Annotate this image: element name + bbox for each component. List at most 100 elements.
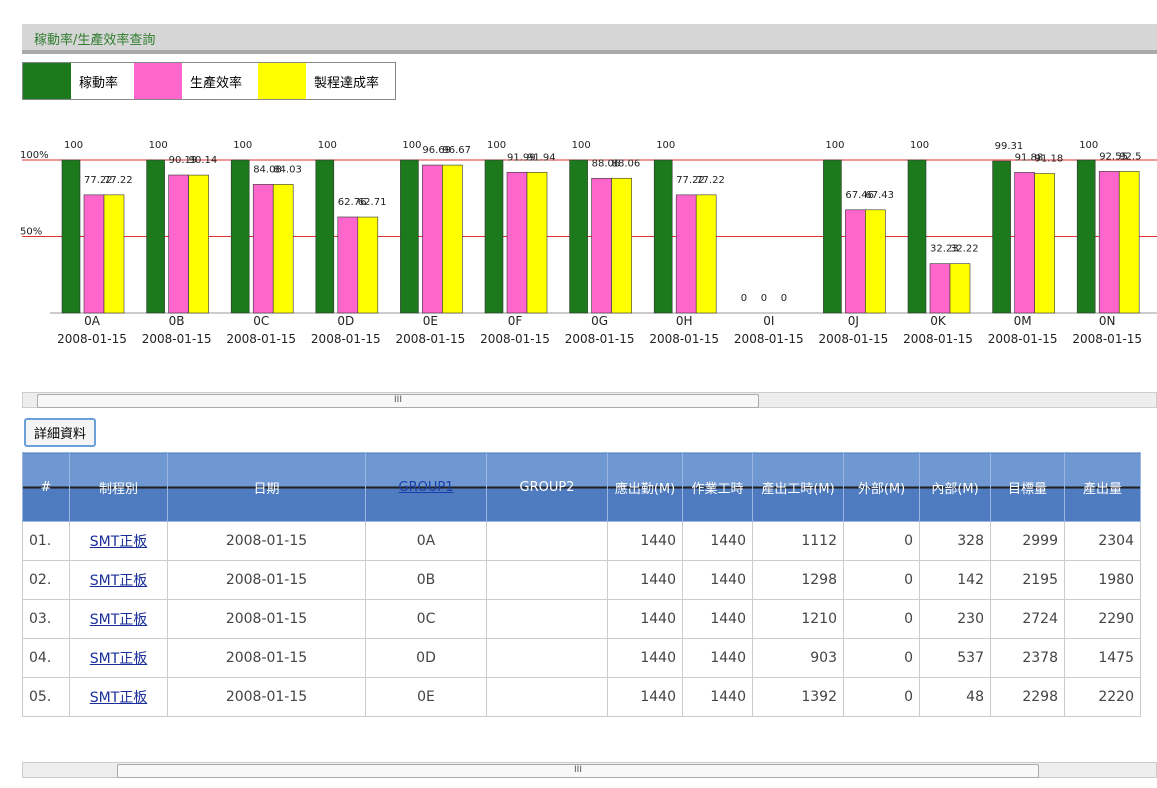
value-label: 100 xyxy=(572,140,591,151)
bar xyxy=(929,263,951,314)
cell: 0D xyxy=(365,638,487,678)
scroll-thumb[interactable]: III xyxy=(37,394,759,408)
process-link[interactable]: SMT正板 xyxy=(89,534,148,550)
details-button[interactable]: 詳細資料 xyxy=(24,418,97,447)
cell: 0A xyxy=(365,521,487,561)
cell: SMT正板 xyxy=(69,638,168,678)
value-label: 90.14 xyxy=(189,155,218,166)
cell: 02. xyxy=(22,560,70,600)
bar xyxy=(337,216,359,314)
cell: 1298 xyxy=(752,560,844,600)
x-tick-label: 0I xyxy=(763,314,774,328)
cell: 0C xyxy=(365,599,487,639)
x-tick-date: 2008-01-15 xyxy=(1072,332,1142,346)
cell: 1440 xyxy=(607,560,683,600)
value-label: 84.03 xyxy=(273,164,302,175)
cell: 0 xyxy=(843,599,920,639)
empty-cell xyxy=(486,560,608,600)
bar xyxy=(315,159,335,314)
cell: 328 xyxy=(919,521,991,561)
column-header: 應出勤(M) xyxy=(607,452,683,522)
cell: 230 xyxy=(919,599,991,639)
cell: 0B xyxy=(365,560,487,600)
bar xyxy=(865,209,886,314)
bar xyxy=(1076,159,1096,314)
bar xyxy=(1098,171,1120,314)
column-header: 產出工時(M) xyxy=(752,452,844,522)
legend-swatch xyxy=(134,63,183,99)
cell: 0 xyxy=(843,521,920,561)
cell: 1440 xyxy=(682,677,753,717)
bar xyxy=(675,194,697,314)
value-label: 62.76 xyxy=(338,197,367,208)
value-label: 91.99 xyxy=(507,152,536,163)
bar xyxy=(526,172,548,314)
bar xyxy=(442,164,463,314)
value-label: 100 xyxy=(487,140,506,151)
cell: 1440 xyxy=(682,638,753,678)
cell: 142 xyxy=(919,560,991,600)
value-label: 100 xyxy=(1079,140,1098,151)
column-header: # xyxy=(22,452,70,522)
cell: 1440 xyxy=(607,638,683,678)
process-link[interactable]: SMT正板 xyxy=(89,651,148,667)
cell: 1440 xyxy=(682,560,753,600)
value-label: 0 xyxy=(781,293,787,304)
cell: 03. xyxy=(22,599,70,639)
cell: 0E xyxy=(365,677,487,717)
scrollbar[interactable]: III xyxy=(22,392,1157,408)
table-row: 02. SMT正板 2008-01-15 0B 1440 1440 1298 0 142 2195… xyxy=(22,560,1141,600)
value-label: 100 xyxy=(64,140,83,151)
cell: 2008-01-15 xyxy=(167,521,366,561)
bar xyxy=(230,159,250,314)
x-tick-label: 0G xyxy=(591,314,608,328)
cell: 48 xyxy=(919,677,991,717)
cell: 1440 xyxy=(607,677,683,717)
x-tick-label: 0A xyxy=(84,314,101,328)
x-tick-label: 0K xyxy=(930,314,947,328)
column-header: 作業工時 xyxy=(682,452,753,522)
cell: 01. xyxy=(22,521,70,561)
cell: 04. xyxy=(22,638,70,678)
bar xyxy=(357,216,379,314)
bar xyxy=(83,194,105,314)
value-label: 84.08 xyxy=(253,164,282,175)
value-label: 100 xyxy=(318,140,337,151)
bar xyxy=(400,159,419,314)
value-label: 67.46 xyxy=(845,190,874,201)
bar xyxy=(653,159,673,314)
cell: 2378 xyxy=(990,638,1065,678)
cell: 2290 xyxy=(1064,599,1141,639)
cell: 2724 xyxy=(990,599,1065,639)
column-header[interactable]: GROUP1 xyxy=(365,452,487,522)
bar xyxy=(1014,172,1035,314)
x-tick-date: 2008-01-15 xyxy=(565,332,635,346)
process-link[interactable]: SMT正板 xyxy=(89,690,148,706)
value-label: 96.69 xyxy=(422,145,451,156)
x-tick-label: 0D xyxy=(337,314,354,328)
bar xyxy=(484,159,504,314)
process-link[interactable]: SMT正板 xyxy=(89,573,148,589)
bar xyxy=(422,164,443,314)
bar xyxy=(695,194,717,314)
value-label: 32.22 xyxy=(950,244,979,255)
bar xyxy=(168,174,189,314)
cell: 05. xyxy=(22,677,70,717)
x-tick-label: 0J xyxy=(848,314,859,328)
legend-swatch xyxy=(23,63,71,99)
x-tick-label: 0E xyxy=(423,314,438,328)
cell: SMT正板 xyxy=(69,599,168,639)
bar xyxy=(103,194,125,314)
process-link[interactable]: SMT正板 xyxy=(89,612,148,628)
cell: 1440 xyxy=(682,599,753,639)
x-tick-date: 2008-01-15 xyxy=(311,332,381,346)
scrollbar[interactable]: III xyxy=(22,762,1157,778)
bar xyxy=(823,159,842,314)
empty-cell xyxy=(486,638,608,678)
value-label: 100 xyxy=(149,140,168,151)
empty-cell xyxy=(486,677,608,717)
value-label: 0 xyxy=(761,293,767,304)
legend-label: 製程達成率 xyxy=(314,76,380,91)
scroll-thumb[interactable]: III xyxy=(117,764,1039,778)
